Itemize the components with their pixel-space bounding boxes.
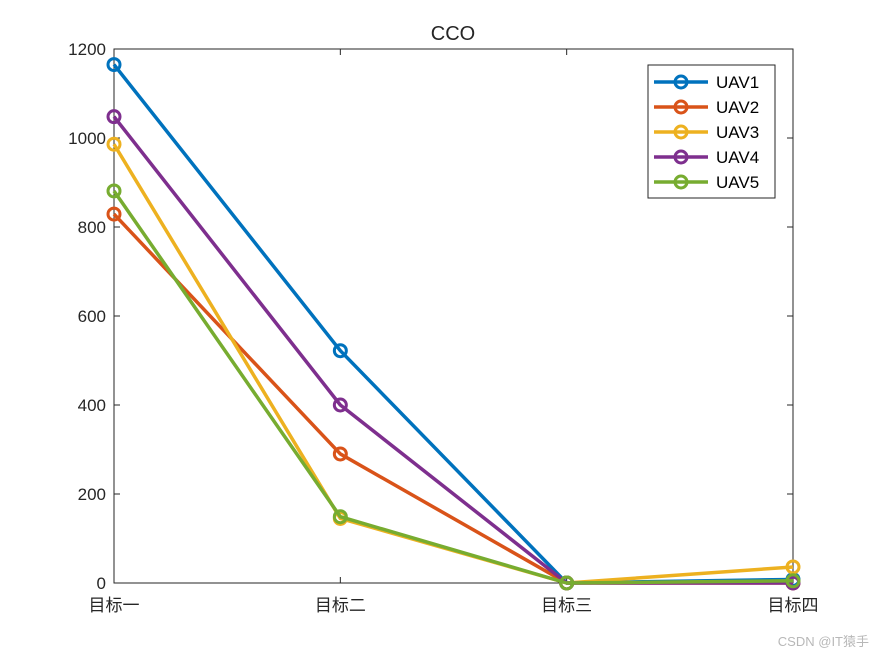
legend: UAV1 UAV2 UAV3 UAV4 UAV5 (647, 64, 776, 199)
legend-label-uav1: UAV1 (716, 73, 759, 92)
point-uav5-3 (785, 573, 801, 589)
legend-label-uav5: UAV5 (716, 173, 759, 192)
legend-marker-uav2 (673, 99, 689, 115)
legend-label-uav4: UAV4 (716, 148, 759, 167)
legend-marker-uav5 (673, 174, 689, 190)
legend-item-uav2: UAV2 (654, 98, 759, 117)
legend-marker-uav1 (673, 74, 689, 90)
series-line-uav5 (112, 189, 794, 585)
watermark: CSDN @IT猿手 (777, 634, 869, 649)
chart-title: CCO (431, 23, 475, 45)
x-axis: 目标一 目标二 目标三 目标四 (89, 49, 819, 615)
y-tick-label-0: 0 (97, 574, 106, 593)
y-tick-label-1200: 1200 (68, 40, 106, 59)
y-tick-label-800: 800 (78, 218, 106, 237)
legend-marker-uav3 (673, 124, 689, 140)
point-uav2-1 (332, 446, 348, 462)
y-tick-label-400: 400 (78, 396, 106, 415)
x-tick-label-0: 目标一 (89, 596, 140, 615)
legend-item-uav1: UAV1 (654, 73, 759, 92)
point-uav5-1 (332, 509, 348, 525)
legend-item-uav3: UAV3 (654, 123, 759, 142)
legend-item-uav5: UAV5 (654, 173, 759, 192)
point-uav5-0 (106, 183, 122, 199)
point-uav5-2 (559, 575, 575, 591)
x-tick-label-1: 目标二 (315, 596, 366, 615)
point-uav3-3 (785, 559, 801, 575)
point-uav1-0 (106, 57, 122, 73)
legend-label-uav3: UAV3 (716, 123, 759, 142)
point-uav4-0 (106, 109, 122, 125)
x-tick-label-3: 目标四 (768, 596, 819, 615)
legend-item-uav4: UAV4 (654, 148, 759, 167)
series-layer (106, 57, 801, 591)
point-uav3-0 (106, 136, 122, 152)
legend-marker-uav4 (673, 149, 689, 165)
point-uav1-1 (332, 343, 348, 359)
point-uav2-0 (106, 206, 122, 222)
y-tick-label-200: 200 (78, 485, 106, 504)
series-uav5 (106, 183, 801, 591)
legend-label-uav2: UAV2 (716, 98, 759, 117)
y-axis: 0 200 400 600 800 1000 1200 (68, 40, 793, 593)
y-tick-label-600: 600 (78, 307, 106, 326)
y-tick-label-1000: 1000 (68, 129, 106, 148)
point-uav4-1 (332, 397, 348, 413)
x-tick-label-2: 目标三 (541, 596, 592, 615)
